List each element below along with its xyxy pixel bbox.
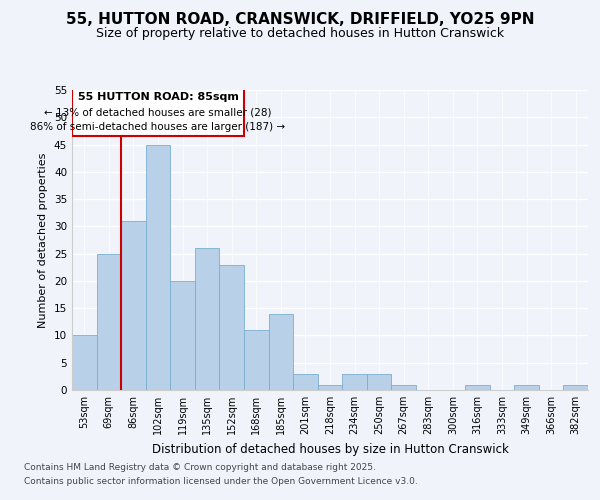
- Bar: [342, 374, 367, 390]
- Bar: [367, 374, 391, 390]
- Text: Size of property relative to detached houses in Hutton Cranswick: Size of property relative to detached ho…: [96, 28, 504, 40]
- Bar: [170, 281, 195, 390]
- Bar: [244, 330, 269, 390]
- Bar: [121, 221, 146, 390]
- Bar: [293, 374, 318, 390]
- Bar: [514, 384, 539, 390]
- Bar: [195, 248, 220, 390]
- Bar: [72, 336, 97, 390]
- Bar: [318, 384, 342, 390]
- Bar: [146, 144, 170, 390]
- Bar: [97, 254, 121, 390]
- Bar: [72, 88, 244, 136]
- Bar: [465, 384, 490, 390]
- Text: 55, HUTTON ROAD, CRANSWICK, DRIFFIELD, YO25 9PN: 55, HUTTON ROAD, CRANSWICK, DRIFFIELD, Y…: [66, 12, 534, 28]
- Bar: [391, 384, 416, 390]
- Text: Contains HM Land Registry data © Crown copyright and database right 2025.: Contains HM Land Registry data © Crown c…: [24, 464, 376, 472]
- X-axis label: Distribution of detached houses by size in Hutton Cranswick: Distribution of detached houses by size …: [152, 442, 508, 456]
- Text: 55 HUTTON ROAD: 85sqm: 55 HUTTON ROAD: 85sqm: [77, 92, 238, 102]
- Text: 86% of semi-detached houses are larger (187) →: 86% of semi-detached houses are larger (…: [31, 122, 286, 132]
- Text: Contains public sector information licensed under the Open Government Licence v3: Contains public sector information licen…: [24, 477, 418, 486]
- Bar: [220, 264, 244, 390]
- Y-axis label: Number of detached properties: Number of detached properties: [38, 152, 49, 328]
- Bar: [563, 384, 588, 390]
- Text: ← 13% of detached houses are smaller (28): ← 13% of detached houses are smaller (28…: [44, 108, 272, 118]
- Bar: [269, 314, 293, 390]
